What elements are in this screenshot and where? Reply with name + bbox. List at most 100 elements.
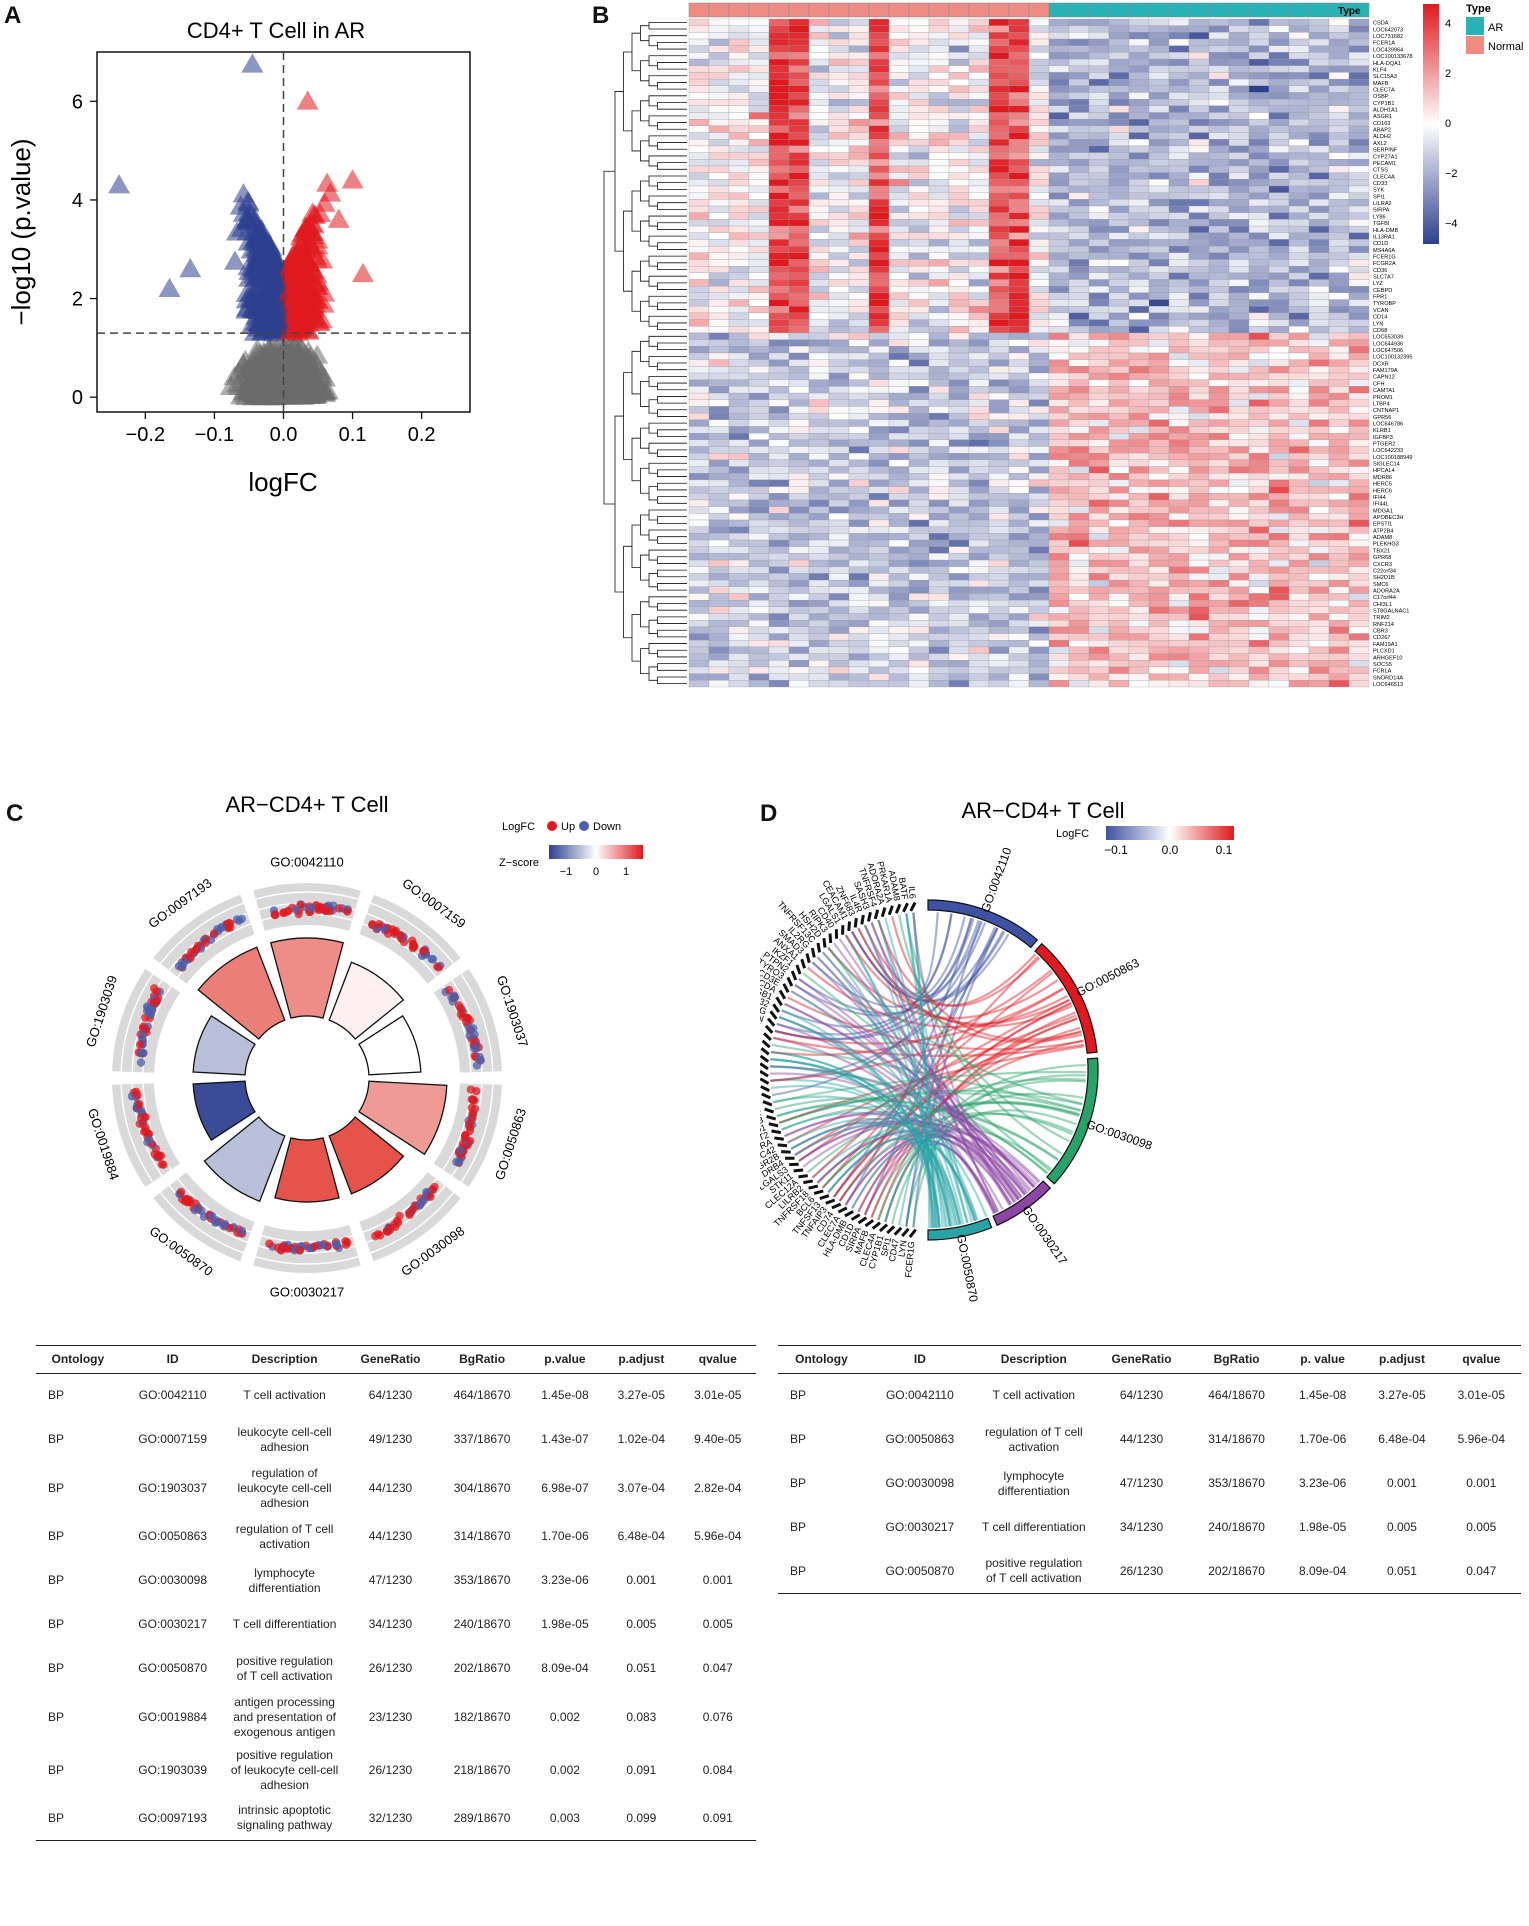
heatmap-cell bbox=[1049, 273, 1069, 280]
heatmap-cell bbox=[1329, 153, 1349, 160]
heatmap-cell bbox=[1029, 246, 1049, 253]
heatmap-gene-label: DCXR bbox=[1373, 361, 1389, 367]
heatmap-cell bbox=[909, 300, 929, 307]
heatmap-cell bbox=[849, 393, 869, 400]
heatmap-cell bbox=[1109, 179, 1129, 186]
heatmap-cell bbox=[1229, 400, 1249, 407]
heatmap-cell bbox=[1229, 547, 1249, 554]
heatmap-cell bbox=[1149, 493, 1169, 500]
heatmap-cell bbox=[949, 306, 969, 313]
heatmap-cell bbox=[1289, 79, 1309, 86]
heatmap-gene-label: SPI1 bbox=[1373, 194, 1385, 200]
heatmap-cell bbox=[709, 527, 729, 534]
heatmap-cell bbox=[849, 32, 869, 39]
heatmap-cell bbox=[1289, 366, 1309, 373]
volcano-plot: CD4+ T Cell in AR −0.2 −0.1 0.0 0.1 0.20246 … bbox=[0, 0, 480, 520]
heatmap-cell bbox=[749, 79, 769, 86]
heatmap-cell bbox=[789, 213, 809, 220]
heatmap-cell bbox=[1329, 467, 1349, 474]
heatmap-cell bbox=[1149, 413, 1169, 420]
heatmap-cell bbox=[929, 133, 949, 140]
heatmap-cell bbox=[1089, 193, 1109, 200]
heatmap-cell bbox=[1169, 159, 1189, 166]
heatmap-cell bbox=[909, 380, 929, 387]
heatmap-cell bbox=[1269, 547, 1289, 554]
heatmap-cell bbox=[1209, 667, 1229, 674]
heatmap-cell bbox=[1189, 199, 1209, 206]
heatmap-cell bbox=[749, 59, 769, 66]
heatmap-cell bbox=[809, 366, 829, 373]
heatmap-cell bbox=[849, 634, 869, 641]
heatmap-cell bbox=[709, 567, 729, 574]
heatmap-cell bbox=[989, 39, 1009, 46]
heatmap-cell bbox=[689, 413, 709, 420]
heatmap-cell bbox=[1129, 233, 1149, 240]
heatmap-cell bbox=[789, 473, 809, 480]
heatmap-cell bbox=[1269, 353, 1289, 360]
heatmap-cell bbox=[1109, 219, 1129, 226]
heatmap-cell bbox=[989, 406, 1009, 413]
heatmap-cell bbox=[789, 620, 809, 627]
heatmap-cell bbox=[1109, 306, 1129, 313]
heatmap-cell bbox=[909, 326, 929, 333]
heatmap-cell bbox=[849, 199, 869, 206]
heatmap-cell bbox=[1309, 527, 1329, 534]
heatmap-cell bbox=[1249, 153, 1269, 160]
heatmap-cell bbox=[1009, 627, 1029, 634]
heatmap-cell bbox=[1089, 286, 1109, 293]
heatmap-cell bbox=[1129, 473, 1149, 480]
heatmap-cell bbox=[789, 360, 809, 367]
heatmap-cell bbox=[1109, 293, 1129, 300]
heatmap-cell bbox=[1129, 413, 1149, 420]
heatmap-cell bbox=[829, 153, 849, 160]
heatmap-cell bbox=[1189, 520, 1209, 527]
heatmap-cell bbox=[689, 540, 709, 547]
heatmap-cell bbox=[929, 79, 949, 86]
heatmap-cell bbox=[1229, 173, 1249, 180]
heatmap-cell bbox=[1109, 206, 1129, 213]
heatmap-cell bbox=[909, 614, 929, 621]
heatmap-cell bbox=[689, 126, 709, 133]
heatmap-gene-label: ST8GALNAC1 bbox=[1373, 609, 1409, 615]
volcano-xtick-label: −0.2 bbox=[126, 424, 165, 446]
heatmap-colorbar bbox=[1423, 4, 1439, 244]
heatmap-cell bbox=[1049, 366, 1069, 373]
heatmap-cell bbox=[1249, 273, 1269, 280]
heatmap-cell bbox=[689, 426, 709, 433]
heatmap-cell bbox=[1069, 460, 1089, 467]
heatmap-cell bbox=[1209, 453, 1229, 460]
heatmap-cell bbox=[1069, 627, 1089, 634]
heatmap-cell bbox=[689, 467, 709, 474]
heatmap-cell bbox=[829, 493, 849, 500]
heatmap-cell bbox=[689, 353, 709, 360]
heatmap-cell bbox=[949, 99, 969, 106]
heatmap-cell bbox=[1009, 634, 1029, 641]
heatmap-cell bbox=[929, 206, 949, 213]
heatmap-cell bbox=[769, 527, 789, 534]
heatmap-cell bbox=[1329, 346, 1349, 353]
heatmap-cell bbox=[829, 166, 849, 173]
go-circle-gene-dot bbox=[343, 907, 351, 915]
heatmap-cell bbox=[1149, 52, 1169, 59]
heatmap-cell bbox=[969, 386, 989, 393]
heatmap-cell bbox=[909, 313, 929, 320]
heatmap-cell bbox=[889, 500, 909, 507]
heatmap-cell bbox=[1049, 533, 1069, 540]
heatmap-cell bbox=[1109, 487, 1129, 494]
heatmap-cell bbox=[1049, 326, 1069, 333]
heatmap-cell bbox=[1049, 146, 1069, 153]
heatmap-cell bbox=[909, 507, 929, 514]
heatmap-gene-label: MS4A6A bbox=[1373, 248, 1395, 254]
heatmap-cell bbox=[1169, 46, 1189, 53]
heatmap-cell bbox=[1149, 487, 1169, 494]
heatmap-cell bbox=[1309, 500, 1329, 507]
heatmap-cell bbox=[1349, 113, 1369, 120]
go-circle-plot: AR−CD4+ T Cell LogFC Up Down Z−score −1 0… bbox=[0, 780, 700, 1320]
heatmap-cell bbox=[1169, 553, 1189, 560]
heatmap-cell bbox=[909, 79, 929, 86]
heatmap-cell bbox=[929, 540, 949, 547]
heatmap-cell bbox=[809, 219, 829, 226]
heatmap-cell bbox=[769, 133, 789, 140]
heatmap-dendro-branch bbox=[624, 211, 633, 291]
heatmap-cell bbox=[729, 520, 749, 527]
